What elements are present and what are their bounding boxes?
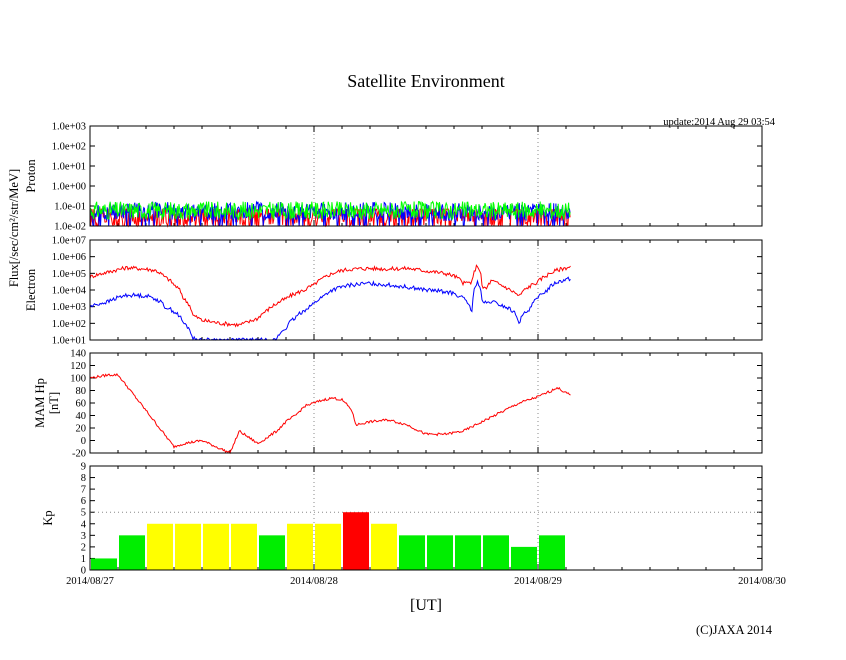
kp-bar <box>455 535 481 570</box>
y-tick-label: 1.0e+03 <box>52 302 86 313</box>
kp-bar <box>539 535 565 570</box>
y-tick-label: 1.0e+02 <box>52 319 86 330</box>
y-tick-label: 140 <box>70 349 86 360</box>
mam_hp-series-0-line <box>89 372 571 455</box>
panel-frame <box>89 125 763 227</box>
kp-bar <box>399 535 425 570</box>
panel-frame <box>89 239 763 341</box>
y-tick-label: 1.0e+07 <box>52 236 86 247</box>
shared-flux-ylabel: Flux[/sec/cm²/str/MeV] <box>7 169 21 287</box>
x-tick-label: 2014/08/29 <box>514 576 562 587</box>
copyright-text: (C)JAXA 2014 <box>696 623 773 637</box>
x-axis-label: [UT] <box>410 597 442 614</box>
y-tick-label: 9 <box>81 462 86 473</box>
update-timestamp: update:2014 Aug 29 03:54 <box>663 117 775 128</box>
kp-bar <box>147 523 173 570</box>
y-tick-label: 1.0e-01 <box>54 202 86 213</box>
y-tick-label: 5 <box>81 508 86 519</box>
kp-bar <box>511 546 537 570</box>
kp-bar <box>203 523 229 570</box>
y-tick-label: 120 <box>70 361 86 372</box>
y-tick-label: 1.0e+02 <box>52 142 86 153</box>
y-tick-label: 1.0e+03 <box>52 122 86 133</box>
panel-frame <box>89 465 763 571</box>
y-tick-label: 7 <box>81 485 86 496</box>
y-tick-label: 1.0e+05 <box>52 269 86 280</box>
y-tick-label: 6 <box>81 496 86 507</box>
kp-bar <box>175 523 201 570</box>
y-tick-label: 0 <box>81 436 86 447</box>
proton-series-2-line <box>89 200 571 221</box>
proton-ylabel: Proton <box>24 159 38 193</box>
y-tick-label: 1.0e-02 <box>54 222 86 233</box>
chart-panels: 1.0e-02 1.0e-01 1.0e+00 1.0e+01 1.0e+02 1.0e+… <box>24 122 786 588</box>
y-tick-label: 1.0e+01 <box>52 336 86 347</box>
kp-bar <box>91 558 117 570</box>
y-tick-label: -20 <box>72 449 86 460</box>
y-tick-label: 60 <box>76 399 87 410</box>
chart-title: Satellite Environment <box>347 71 504 91</box>
y-tick-label: 100 <box>70 374 86 385</box>
kp-bar <box>343 512 369 570</box>
y-tick-label: 8 <box>81 473 86 484</box>
x-tick-label: 2014/08/30 <box>738 576 786 587</box>
kp-bar <box>427 535 453 570</box>
electron-series-0-line <box>89 264 571 328</box>
y-tick-label: 40 <box>76 411 87 422</box>
kp-bar <box>287 523 313 570</box>
x-tick-label: 2014/08/27 <box>66 576 114 587</box>
electron-ylabel: Electron <box>24 268 38 311</box>
y-tick-label: 3 <box>81 531 86 542</box>
y-tick-label: 1.0e+06 <box>52 252 86 263</box>
kp-bar <box>483 535 509 570</box>
kp-bar <box>119 535 145 570</box>
y-tick-label: 1.0e+01 <box>52 162 86 173</box>
y-tick-label: 1.0e+04 <box>52 286 87 297</box>
y-tick-label: 1 <box>81 554 86 565</box>
kp-bar <box>371 523 397 570</box>
y-tick-label: 4 <box>81 519 87 530</box>
y-tick-label: 1.0e+00 <box>52 182 86 193</box>
panel-ylabel-line1: MAM Hp <box>33 378 47 428</box>
panel-ylabel-line2: [nT] <box>47 392 61 414</box>
panel-frame <box>89 352 763 454</box>
y-tick-label: 80 <box>76 386 87 397</box>
electron-series-1-line <box>89 276 571 341</box>
kp-bar <box>315 523 341 570</box>
x-tick-label: 2014/08/28 <box>290 576 338 587</box>
y-tick-label: 20 <box>76 424 87 435</box>
y-tick-label: 0 <box>81 566 86 577</box>
y-tick-label: 2 <box>81 542 86 553</box>
kp-bar <box>259 535 285 570</box>
kp-bar <box>231 523 257 570</box>
kp-ylabel: Kp <box>41 510 55 525</box>
